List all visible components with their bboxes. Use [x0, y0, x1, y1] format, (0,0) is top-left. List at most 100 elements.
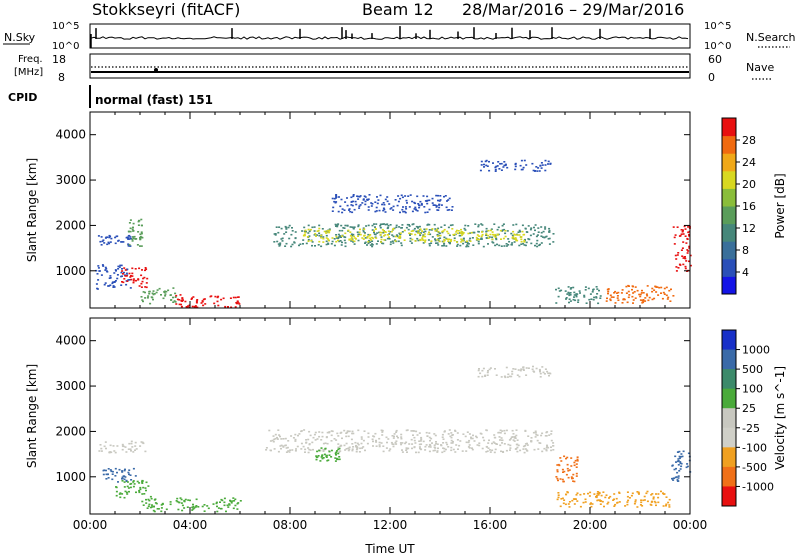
power-cell — [592, 298, 595, 301]
power-cell — [632, 292, 635, 294]
power-cell — [424, 235, 427, 238]
power-cell — [320, 245, 323, 248]
power-cell — [474, 223, 477, 225]
power-cell — [100, 244, 103, 246]
velocity-cell — [599, 503, 602, 505]
velocity-cell — [334, 457, 337, 459]
power-cell — [318, 227, 321, 230]
power-cell — [187, 305, 189, 307]
power-cell — [477, 225, 480, 228]
power-cell — [388, 203, 391, 205]
power-cell — [354, 200, 357, 203]
power-cell — [512, 230, 515, 233]
power-cell — [124, 275, 127, 277]
velocity-cell — [307, 438, 310, 441]
velocity-cell — [503, 432, 506, 435]
velocity-cell — [341, 437, 343, 440]
power-cell — [340, 198, 343, 201]
power-cell — [285, 231, 288, 233]
power-cell — [384, 198, 387, 201]
power-cell — [196, 306, 199, 309]
power-cell — [493, 223, 496, 225]
power-cell — [293, 242, 296, 244]
velocity-cell — [494, 448, 497, 451]
power-cell — [421, 230, 423, 232]
power-cell — [280, 227, 283, 230]
power-cell — [489, 229, 492, 232]
velocity-cell — [186, 506, 189, 508]
power-cell — [515, 223, 518, 226]
velocity-cell — [340, 444, 342, 447]
power-cell — [639, 295, 642, 298]
power-cell — [455, 229, 458, 232]
velocity-cell — [280, 444, 283, 447]
velocity-cell — [321, 455, 324, 457]
velocity-cell — [533, 448, 536, 451]
colorbar-tick-label: 20 — [742, 178, 756, 191]
power-cell — [112, 285, 115, 287]
power-cell — [131, 240, 134, 242]
power-cell — [112, 286, 115, 288]
velocity-cell — [413, 439, 416, 442]
velocity-cell — [206, 505, 209, 507]
velocity-cell — [145, 489, 147, 492]
velocity-cell — [487, 442, 490, 444]
power-cell — [388, 238, 391, 240]
power-cell — [100, 236, 103, 238]
power-cell — [386, 196, 389, 198]
cpid-label: CPID — [8, 91, 37, 104]
power-cell — [663, 287, 666, 290]
velocity-cell — [378, 444, 381, 446]
velocity-cell — [556, 498, 559, 501]
power-cell — [294, 231, 297, 233]
velocity-cell — [343, 429, 346, 432]
power-cell — [141, 299, 144, 301]
velocity-cell — [455, 444, 458, 446]
velocity-cell — [557, 496, 560, 499]
power-cell — [464, 224, 467, 227]
power-cell — [174, 301, 177, 303]
velocity-cell — [522, 369, 525, 371]
power-cell — [133, 235, 136, 238]
power-cell — [335, 234, 338, 236]
power-cell — [126, 236, 129, 239]
power-cell — [522, 166, 525, 169]
velocity-cell — [491, 442, 493, 445]
velocity-cell — [482, 367, 485, 370]
velocity-cell — [236, 508, 239, 510]
power-cell — [548, 231, 551, 233]
power-cell — [567, 286, 570, 288]
velocity-cell — [183, 507, 186, 509]
power-cell — [487, 243, 489, 245]
power-cell — [494, 236, 497, 238]
power-cell — [192, 296, 195, 298]
power-cell — [436, 234, 439, 236]
power-cell — [501, 229, 504, 231]
velocity-cell — [337, 443, 340, 445]
velocity-cell — [687, 452, 690, 455]
velocity-cell — [392, 445, 395, 448]
power-cell — [142, 300, 144, 303]
power-cell — [291, 243, 294, 246]
velocity-cell — [509, 437, 512, 440]
velocity-cell — [129, 486, 132, 489]
power-cell — [575, 294, 578, 297]
velocity-cell — [217, 507, 220, 509]
colorbar-tick-label: 1000 — [742, 344, 770, 357]
velocity-cell — [352, 432, 355, 435]
velocity-cell — [535, 433, 538, 436]
power-cell — [462, 240, 465, 242]
power-cell — [419, 228, 422, 230]
velocity-cell — [322, 450, 325, 452]
power-cell — [463, 227, 466, 230]
velocity-cell — [406, 451, 408, 453]
velocity-cell — [572, 498, 575, 500]
velocity-cell — [160, 504, 163, 506]
power-cell — [107, 285, 110, 287]
velocity-cell — [350, 438, 353, 441]
colorbar-swatch — [722, 408, 736, 429]
velocity-cell — [395, 431, 398, 433]
power-cell — [443, 244, 445, 247]
power-cell — [140, 286, 143, 288]
